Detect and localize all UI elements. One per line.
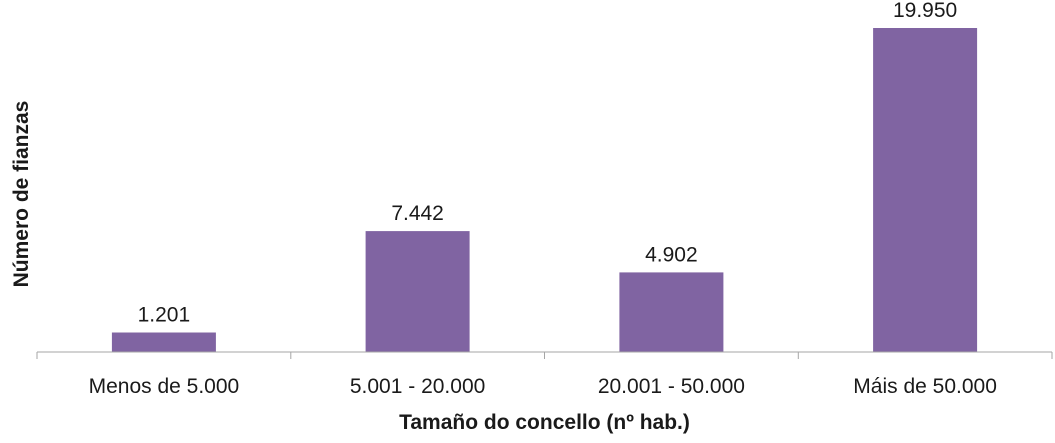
- data-label-0: 1.201: [138, 304, 191, 327]
- data-label-1: 7.442: [391, 202, 444, 225]
- x-tick-label-2: 20.001 - 50.000: [598, 375, 745, 398]
- x-tick-label-1: 5.001 - 20.000: [350, 375, 485, 398]
- data-label-2: 4.902: [645, 243, 698, 266]
- bar-3: [873, 28, 978, 352]
- x-tick-labels-group: Menos de 5.000 5.001 - 20.000 20.001 - 50.…: [89, 375, 997, 398]
- bar-2: [619, 272, 724, 352]
- bar-1: [365, 231, 470, 352]
- x-axis-ticks-group: [36, 352, 1053, 359]
- bar-0: [111, 332, 216, 352]
- x-tick-label-3: Máis de 50.000: [853, 375, 997, 398]
- data-label-3: 19.950: [893, 0, 957, 22]
- data-labels-group: 1.201 7.442 4.902 19.950: [138, 0, 958, 327]
- y-axis-title: Número de fianzas: [10, 101, 33, 288]
- x-tick-label-0: Menos de 5.000: [89, 375, 240, 398]
- bars-group: [111, 28, 978, 352]
- x-axis-title: Tamaño do concello (nº hab.): [399, 411, 690, 434]
